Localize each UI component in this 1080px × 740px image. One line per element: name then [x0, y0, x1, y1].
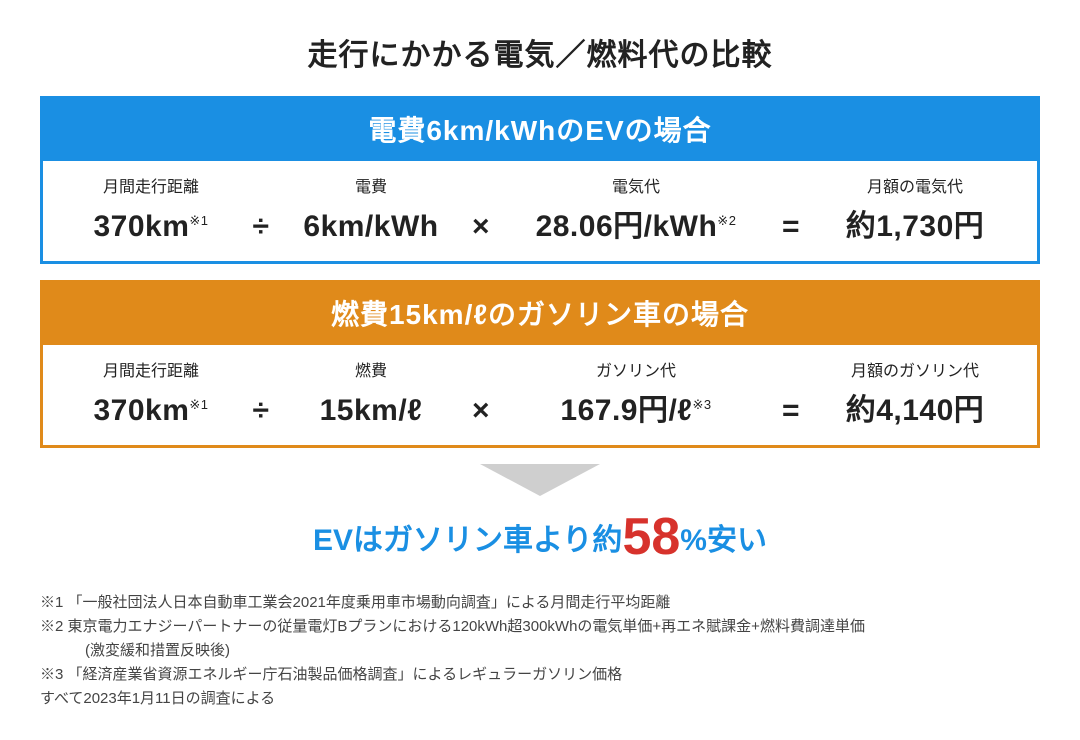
gas-value-total: 約4,140円	[811, 385, 1019, 429]
chevron-down-icon	[480, 464, 600, 496]
ev-card: 電費6km/kWhのEVの場合 月間走行距離 電費 電気代 月額の電気代 370…	[40, 96, 1040, 264]
conclusion-prefix: EVはガソリン車より約	[313, 524, 622, 557]
gas-value-unitprice: 167.9円/ℓ※3	[501, 385, 771, 429]
gas-card-header: 燃費15km/ℓのガソリン車の場合	[43, 283, 1037, 345]
arrow-down-wrap	[40, 464, 1040, 501]
footnote-2: ※2 東京電力エナジーパートナーの従量電灯Bプランにおける120kWh超300k…	[40, 615, 1040, 639]
multiply-op: ×	[461, 394, 501, 428]
ev-label-distance: 月間走行距離	[61, 173, 241, 197]
equals-op: =	[771, 210, 811, 244]
divide-op: ÷	[241, 210, 281, 244]
gas-value-efficiency: 15km/ℓ	[281, 394, 461, 428]
footnote-1: ※1 「一般社団法人日本自動車工業会2021年度乗用車市場動向調査」による月間走…	[40, 591, 1040, 615]
ev-value-unitprice: 28.06円/kWh※2	[501, 201, 771, 245]
ev-value-distance: 370km※1	[61, 210, 241, 244]
ev-label-total: 月額の電気代	[811, 173, 1019, 197]
conclusion-percent: 58	[622, 508, 680, 566]
gas-card-body: 月間走行距離 燃費 ガソリン代 月額のガソリン代 370km※1 ÷ 15km/…	[43, 345, 1037, 445]
gas-labels-row: 月間走行距離 燃費 ガソリン代 月額のガソリン代	[61, 357, 1019, 381]
equals-op: =	[771, 394, 811, 428]
footnote-2b: (激変緩和措置反映後)	[40, 639, 1040, 663]
gas-values-row: 370km※1 ÷ 15km/ℓ × 167.9円/ℓ※3 = 約4,140円	[61, 385, 1019, 429]
ev-labels-row: 月間走行距離 電費 電気代 月額の電気代	[61, 173, 1019, 197]
page-title: 走行にかかる電気／燃料代の比較	[40, 30, 1040, 74]
ev-value-total: 約1,730円	[811, 201, 1019, 245]
footnotes: ※1 「一般社団法人日本自動車工業会2021年度乗用車市場動向調査」による月間走…	[40, 591, 1040, 711]
ev-card-body: 月間走行距離 電費 電気代 月額の電気代 370km※1 ÷ 6km/kWh ×…	[43, 161, 1037, 261]
footnote-date: すべて2023年1月11日の調査による	[40, 687, 1040, 711]
gas-label-unitprice: ガソリン代	[501, 357, 771, 381]
gas-card: 燃費15km/ℓのガソリン車の場合 月間走行距離 燃費 ガソリン代 月額のガソリ…	[40, 280, 1040, 448]
gas-label-distance: 月間走行距離	[61, 357, 241, 381]
footnote-3: ※3 「経済産業省資源エネルギー庁石油製品価格調査」によるレギュラーガソリン価格	[40, 663, 1040, 687]
gas-value-distance: 370km※1	[61, 394, 241, 428]
ev-values-row: 370km※1 ÷ 6km/kWh × 28.06円/kWh※2 = 約1,73…	[61, 201, 1019, 245]
ev-value-efficiency: 6km/kWh	[281, 210, 461, 244]
ev-label-unitprice: 電気代	[501, 173, 771, 197]
conclusion: EVはガソリン車より約58%安い	[40, 507, 1040, 567]
ev-label-efficiency: 電費	[281, 173, 461, 197]
ev-card-header: 電費6km/kWhのEVの場合	[43, 99, 1037, 161]
gas-label-total: 月額のガソリン代	[811, 357, 1019, 381]
multiply-op: ×	[461, 210, 501, 244]
conclusion-suffix: %安い	[680, 524, 767, 557]
gas-label-efficiency: 燃費	[281, 357, 461, 381]
divide-op: ÷	[241, 394, 281, 428]
